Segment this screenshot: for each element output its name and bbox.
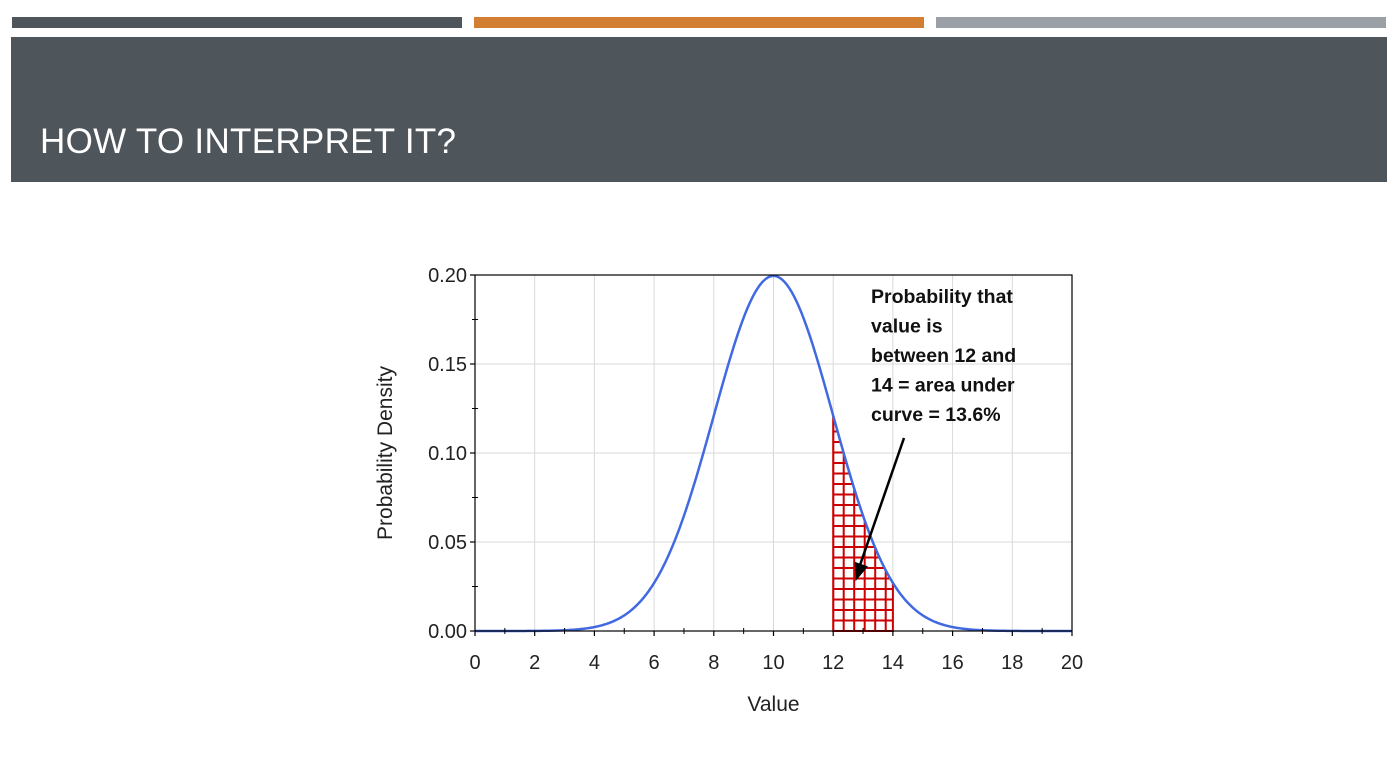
y-tick-label: 0.00 xyxy=(428,621,467,643)
annotation-line: curve = 13.6% xyxy=(871,404,1001,426)
accent-bar-dark xyxy=(12,17,462,28)
annotation-arrow-head xyxy=(854,561,868,582)
title-banner xyxy=(11,37,1387,182)
annotation-text: Probability that value is between 12 and 14… xyxy=(871,286,1016,426)
x-tick-label: 20 xyxy=(1061,652,1083,674)
x-tick-label: 12 xyxy=(822,652,844,674)
y-tick-label: 0.10 xyxy=(428,443,467,465)
accent-bar-gray xyxy=(936,17,1386,28)
accent-bar-orange xyxy=(474,17,924,28)
x-tick-label: 8 xyxy=(708,652,719,674)
x-tick-label: 6 xyxy=(649,652,660,674)
annotation-line: value is xyxy=(871,316,943,338)
x-tick-label: 16 xyxy=(941,652,963,674)
annotation-line: 14 = area under xyxy=(871,375,1015,397)
x-tick-label: 14 xyxy=(882,652,904,674)
x-tick-label: 0 xyxy=(469,652,480,674)
x-tick-label: 18 xyxy=(1001,652,1023,674)
y-tick-label: 0.20 xyxy=(428,265,467,287)
slide-title: HOW TO INTERPRET IT? xyxy=(40,122,457,161)
annotation-line: Probability that xyxy=(871,286,1013,308)
x-tick-label: 10 xyxy=(762,652,784,674)
annotation-arrow-shaft xyxy=(857,437,906,570)
y-axis-label: Probability Density xyxy=(374,366,397,540)
annotation-line: between 12 and xyxy=(871,345,1016,367)
x-tick-label: 2 xyxy=(529,652,540,674)
y-tick-label: 0.05 xyxy=(428,532,467,554)
y-tick-label: 0.15 xyxy=(428,354,467,376)
density-curve xyxy=(475,274,1072,633)
x-tick-label: 4 xyxy=(589,652,600,674)
x-axis-label: Value xyxy=(747,693,799,716)
